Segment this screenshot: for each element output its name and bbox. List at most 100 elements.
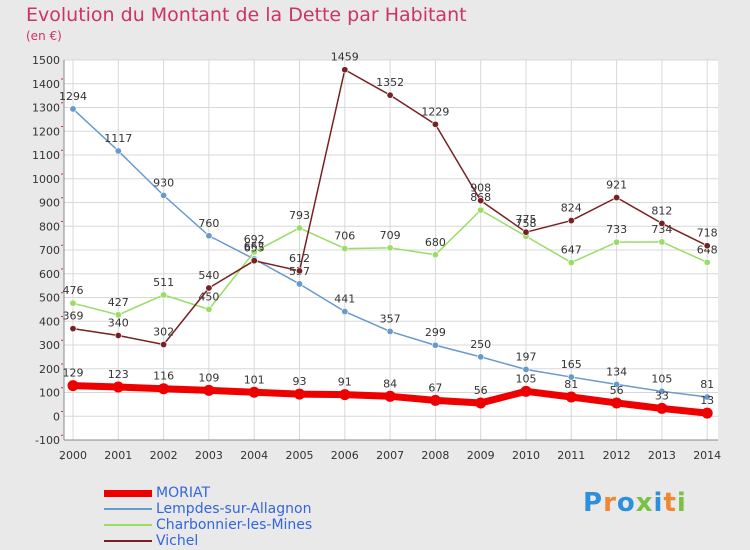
data-point-charbonnier-les-mines [69,299,77,307]
data-point-moriat [475,397,487,409]
y-tick-label: 400 [39,315,60,328]
data-label-moriat: 67 [428,381,442,394]
logo-letter: i [653,488,664,518]
data-label-charbonnier-les-mines: 733 [606,223,627,236]
data-label-vichel: 302 [153,326,174,339]
data-label-charbonnier-les-mines: 706 [334,230,355,243]
data-point-lempdes-sur-allagnon [205,232,213,240]
legend-swatch-charbonnier [104,524,152,526]
data-label-charbonnier-les-mines: 692 [244,233,265,246]
x-tick-label: 2012 [603,449,631,462]
data-label-moriat: 84 [383,377,397,390]
data-label-vichel: 775 [516,213,537,226]
data-point-lempdes-sur-allagnon [613,380,621,388]
data-label-vichel: 824 [561,202,582,215]
data-point-vichel [522,228,530,236]
x-tick-label: 2005 [286,449,314,462]
data-point-moriat [429,394,441,406]
x-tick-label: 2010 [512,449,540,462]
data-point-charbonnier-les-mines [477,206,485,214]
data-point-lempdes-sur-allagnon [431,341,439,349]
data-point-charbonnier-les-mines [160,291,168,299]
data-label-vichel: 1229 [421,105,449,118]
data-point-lempdes-sur-allagnon [295,280,303,288]
data-point-lempdes-sur-allagnon [522,365,530,373]
x-tick-label: 2007 [376,449,404,462]
data-point-vichel [567,217,575,225]
data-label-vichel: 1459 [331,51,359,64]
data-point-vichel [114,331,122,339]
legend-label-lempdes: Lempdes-sur-Allagnon [156,501,312,517]
data-point-moriat [565,391,577,403]
x-tick-label: 2001 [104,449,132,462]
data-point-charbonnier-les-mines [703,258,711,266]
data-point-charbonnier-les-mines [567,259,575,267]
data-point-charbonnier-les-mines [341,245,349,253]
data-point-charbonnier-les-mines [658,238,666,246]
legend-swatch-lempdes [104,508,152,510]
data-point-moriat [248,386,260,398]
data-label-moriat: 109 [198,371,219,384]
data-label-lempdes-sur-allagnon: 197 [516,350,537,363]
data-point-charbonnier-les-mines [386,244,394,252]
data-point-moriat [701,407,713,419]
x-tick-label: 2011 [557,449,585,462]
data-point-charbonnier-les-mines [114,311,122,319]
data-label-vichel: 908 [470,182,491,195]
logo-letter: P [583,488,604,518]
data-point-vichel [160,341,168,349]
legend-swatch-vichel [104,540,152,542]
data-point-vichel [386,91,394,99]
data-label-lempdes-sur-allagnon: 930 [153,176,174,189]
data-label-lempdes-sur-allagnon: 441 [334,293,355,306]
data-label-lempdes-sur-allagnon: 1117 [104,132,132,145]
data-point-moriat [384,390,396,402]
data-label-charbonnier-les-mines: 647 [561,244,582,257]
y-tick-label: 1500 [32,54,60,67]
data-point-moriat [158,383,170,395]
y-tick-label: 300 [39,339,60,352]
data-point-vichel [658,219,666,227]
logo-letter: r [603,488,617,518]
y-tick-label: 700 [39,244,60,257]
data-point-charbonnier-les-mines [205,305,213,313]
y-tick-label: 200 [39,363,60,376]
data-point-moriat [339,389,351,401]
data-label-vichel: 718 [697,227,718,240]
data-point-vichel [477,197,485,205]
data-label-vichel: 812 [651,204,672,217]
y-tick-label: 500 [39,292,60,305]
data-label-moriat: 93 [293,375,307,388]
data-point-charbonnier-les-mines [295,224,303,232]
data-point-lempdes-sur-allagnon [341,308,349,316]
data-point-lempdes-sur-allagnon [658,387,666,395]
data-point-lempdes-sur-allagnon [477,353,485,361]
data-point-lempdes-sur-allagnon [69,105,77,113]
data-label-moriat: 116 [153,370,174,383]
data-label-vichel: 921 [606,179,627,192]
data-label-charbonnier-les-mines: 427 [108,296,129,309]
data-label-moriat: 123 [108,368,129,381]
data-label-charbonnier-les-mines: 511 [153,276,174,289]
x-tick-label: 2008 [421,449,449,462]
data-label-moriat: 91 [338,376,352,389]
data-label-lempdes-sur-allagnon: 357 [380,312,401,325]
data-point-charbonnier-les-mines [250,248,258,256]
data-point-lempdes-sur-allagnon [703,393,711,401]
data-label-lempdes-sur-allagnon: 81 [700,378,714,391]
legend-label-vichel: Vichel [156,533,199,549]
data-label-lempdes-sur-allagnon: 134 [606,365,627,378]
data-point-moriat [294,388,305,400]
chart-unit-label: (en €) [26,29,62,43]
y-tick-label: 1100 [32,149,60,162]
data-label-lempdes-sur-allagnon: 1294 [59,90,87,103]
x-tick-label: 2013 [648,449,676,462]
data-point-moriat [656,402,668,414]
data-label-moriat: 33 [655,389,669,402]
x-tick-label: 2014 [693,449,721,462]
data-point-vichel [250,257,258,265]
x-tick-label: 2000 [59,449,87,462]
data-label-moriat: 56 [610,384,624,397]
